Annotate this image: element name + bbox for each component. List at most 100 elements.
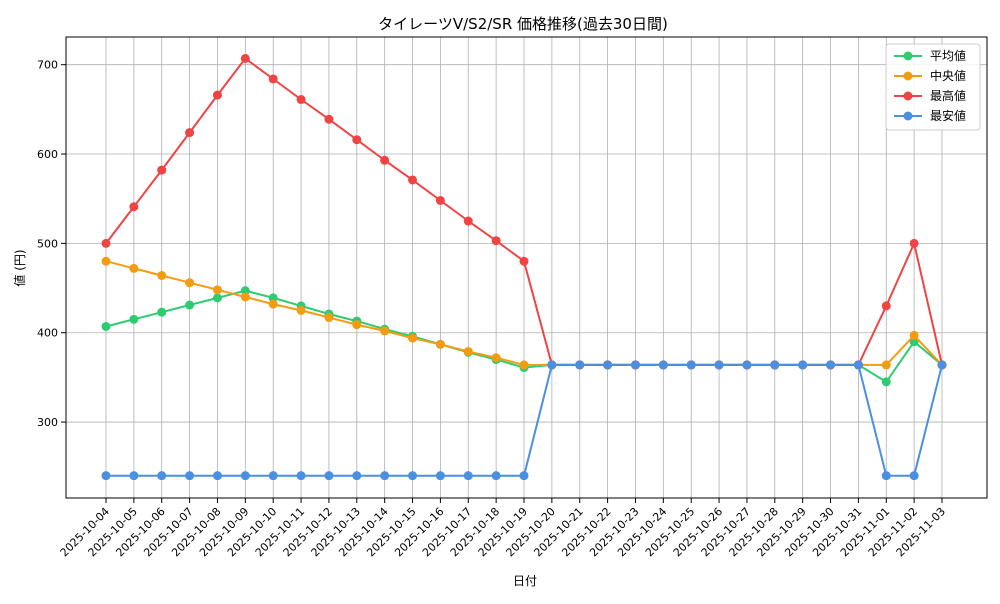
data-point — [881, 377, 891, 387]
data-point — [101, 321, 111, 331]
y-tick-label: 400 — [37, 327, 58, 340]
data-point — [519, 360, 529, 370]
data-point — [296, 471, 306, 481]
data-point — [185, 278, 195, 288]
legend-marker — [903, 51, 913, 61]
data-point — [463, 346, 473, 356]
data-point — [268, 471, 278, 481]
data-point — [212, 293, 222, 303]
chart-title: タイレーツV/S2/SR 価格推移(過去30日間) — [378, 15, 668, 33]
data-point — [547, 360, 557, 370]
data-point — [324, 471, 334, 481]
plot-frame — [65, 36, 988, 499]
data-point — [101, 256, 111, 266]
data-point — [380, 155, 390, 165]
data-point — [435, 471, 445, 481]
data-point — [909, 238, 919, 248]
data-point — [853, 360, 863, 370]
data-point — [324, 114, 334, 124]
x-axis-label: 日付 — [513, 574, 537, 588]
y-axis-ticks: 300 400 500 600 700 — [37, 59, 66, 429]
data-point — [798, 360, 808, 370]
data-point — [296, 305, 306, 315]
data-point — [408, 333, 418, 343]
data-point — [380, 471, 390, 481]
data-point — [157, 165, 167, 175]
legend-label: 最安値 — [930, 108, 966, 123]
data-point — [129, 202, 139, 212]
data-point — [324, 313, 334, 323]
data-point — [296, 95, 306, 105]
data-point — [212, 90, 222, 100]
legend-label: 中央値 — [930, 68, 966, 83]
x-axis-ticks: 2025-10-042025-10-052025-10-062025-10-07… — [58, 498, 948, 559]
data-point — [770, 360, 780, 370]
legend-label: 最高値 — [930, 88, 966, 103]
data-point — [435, 339, 445, 349]
data-point — [268, 74, 278, 84]
data-point — [352, 135, 362, 145]
y-axis-label: 値 (円) — [12, 249, 27, 286]
data-point — [491, 471, 501, 481]
data-point — [129, 471, 139, 481]
data-point — [909, 337, 919, 347]
legend-label: 平均値 — [930, 48, 966, 63]
legend-box — [885, 43, 981, 131]
data-point — [268, 299, 278, 309]
data-point — [240, 471, 250, 481]
data-point — [630, 360, 640, 370]
legend-marker — [903, 111, 913, 121]
data-point — [129, 263, 139, 273]
data-point — [129, 314, 139, 324]
data-point — [268, 293, 278, 303]
y-tick-label: 600 — [37, 148, 58, 161]
data-point — [240, 53, 250, 63]
data-point — [212, 285, 222, 295]
y-tick-label: 700 — [37, 59, 58, 72]
data-point — [157, 271, 167, 281]
data-point — [909, 471, 919, 481]
data-point — [491, 353, 501, 363]
legend-marker — [903, 71, 913, 81]
data-point — [519, 471, 529, 481]
series-group — [101, 360, 947, 481]
data-point — [352, 471, 362, 481]
series-layer — [101, 53, 947, 481]
data-point — [380, 326, 390, 336]
legend-marker — [903, 91, 913, 101]
data-point — [686, 360, 696, 370]
data-point — [519, 256, 529, 266]
data-point — [101, 471, 111, 481]
data-point — [742, 360, 752, 370]
data-point — [909, 330, 919, 340]
data-point — [435, 195, 445, 205]
data-point — [157, 307, 167, 317]
data-point — [881, 301, 891, 311]
data-point — [185, 128, 195, 138]
data-point — [157, 471, 167, 481]
data-point — [463, 216, 473, 226]
data-point — [575, 360, 585, 370]
data-point — [463, 471, 473, 481]
data-point — [101, 238, 111, 248]
data-point — [352, 320, 362, 330]
data-point — [491, 236, 501, 246]
y-tick-label: 500 — [37, 237, 58, 250]
data-point — [881, 471, 891, 481]
grid-lines — [66, 37, 987, 498]
data-point — [212, 471, 222, 481]
data-point — [658, 360, 668, 370]
data-point — [408, 471, 418, 481]
data-point — [826, 360, 836, 370]
y-tick-label: 300 — [37, 416, 58, 429]
data-point — [408, 175, 418, 185]
data-point — [240, 286, 250, 296]
data-point — [881, 360, 891, 370]
data-point — [603, 360, 613, 370]
data-point — [185, 300, 195, 310]
data-point — [937, 360, 947, 370]
data-point — [240, 292, 250, 302]
data-point — [714, 360, 724, 370]
